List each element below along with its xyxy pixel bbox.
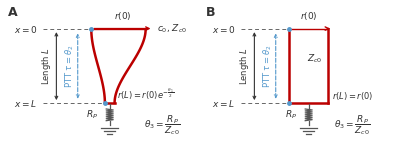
Text: $Z_{c0}$: $Z_{c0}$ bbox=[307, 53, 322, 65]
Text: $r(L) = r(0)$: $r(L) = r(0)$ bbox=[332, 90, 374, 102]
Text: $c_0$, $Z_{c0}$: $c_0$, $Z_{c0}$ bbox=[157, 22, 188, 35]
Text: B: B bbox=[206, 6, 215, 19]
Text: PTT $\tau = \theta_2$: PTT $\tau = \theta_2$ bbox=[262, 44, 274, 88]
Text: $R_P$: $R_P$ bbox=[285, 109, 297, 121]
Text: $x = 0$: $x = 0$ bbox=[14, 24, 38, 35]
Text: PTT $\tau = \theta_2$: PTT $\tau = \theta_2$ bbox=[64, 44, 76, 88]
Text: $x = L$: $x = L$ bbox=[14, 98, 37, 108]
Text: $R_P$: $R_P$ bbox=[86, 109, 98, 121]
Text: $r(L) = r(0)e^{-\frac{\theta_1}{2}}$: $r(L) = r(0)e^{-\frac{\theta_1}{2}}$ bbox=[116, 86, 174, 102]
Text: $x = 0$: $x = 0$ bbox=[212, 24, 236, 35]
Text: $r(0)$: $r(0)$ bbox=[300, 10, 318, 22]
Text: A: A bbox=[8, 6, 18, 19]
Text: $\theta_3 = \dfrac{R_P}{Z_{c0}}$: $\theta_3 = \dfrac{R_P}{Z_{c0}}$ bbox=[334, 113, 371, 137]
Text: Length $L$: Length $L$ bbox=[40, 47, 53, 85]
Text: $r(0)$: $r(0)$ bbox=[114, 10, 131, 22]
Text: $\theta_3 = \dfrac{R_P}{Z_{c0}}$: $\theta_3 = \dfrac{R_P}{Z_{c0}}$ bbox=[144, 113, 180, 137]
Text: Length $L$: Length $L$ bbox=[238, 47, 251, 85]
Text: $x = L$: $x = L$ bbox=[212, 98, 235, 108]
